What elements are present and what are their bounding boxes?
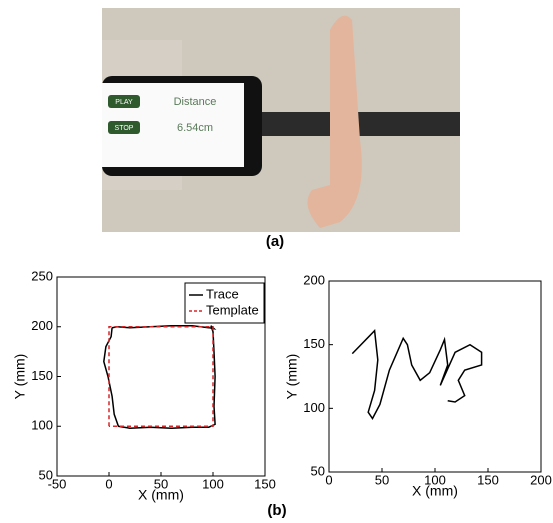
screen-reading: 6.54cm [177,122,213,134]
caption: (a) [266,233,284,250]
y-tick-label: 150 [31,368,53,383]
photo: PLAY STOP Distance 6.54cm [102,8,460,232]
y-axis-label: Y (mm) [12,354,28,400]
x-tick-label: 200 [530,472,552,487]
y-tick-label: 200 [31,318,53,333]
legend-label: Template [206,302,259,317]
button-label: STOP [115,125,134,132]
y-tick-label: 200 [303,272,325,287]
hand [307,15,362,228]
x-tick-label: 0 [105,476,112,491]
y-axis-label: Y (mm) [284,354,300,400]
y-tick-label: 100 [303,400,325,415]
x-tick-label: 50 [154,476,168,491]
x-axis-label: X (mm) [138,487,184,503]
x-axis-label: X (mm) [412,483,458,499]
legend-label: Trace [206,286,239,301]
data-line [108,326,214,428]
data-line [103,325,217,429]
x-tick-label: 100 [424,472,446,487]
button-label: PLAY [115,99,133,106]
y-tick-label: 50 [311,463,325,478]
x-tick-label: 50 [375,472,389,487]
x-tick-label: 0 [325,472,332,487]
y-tick-label: 50 [39,467,53,482]
y-tick-label: 250 [31,268,53,283]
x-tick-label: 150 [254,476,276,491]
caption: (b) [267,502,286,519]
x-tick-label: -50 [48,476,67,491]
legend-box [184,282,265,324]
screen-label: Distance [174,96,217,108]
data-line [351,329,483,420]
y-tick-label: 150 [303,336,325,351]
x-tick-label: 100 [202,476,224,491]
plot-frame [328,280,542,473]
button [108,121,140,134]
y-tick-label: 100 [31,418,53,433]
x-tick-label: 150 [477,472,499,487]
button [108,95,140,108]
